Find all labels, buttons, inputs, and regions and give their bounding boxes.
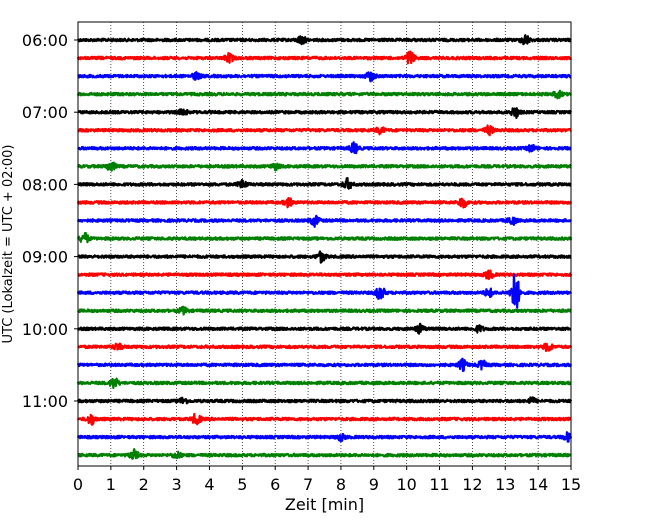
trace-0800: [76, 177, 572, 190]
trace-1045: [76, 377, 572, 389]
trace-0945: [77, 305, 572, 316]
trace-1030: [76, 357, 573, 373]
trace-0615: [76, 50, 573, 65]
trace-0700: [77, 107, 573, 120]
x-tick-label: 6: [270, 475, 280, 494]
x-tick-label: 10: [396, 475, 416, 494]
y-axis-ticks: 06:00 07:00 08:00 09:00 10:00 11:00: [22, 31, 78, 411]
y-tick-label: 10:00: [22, 320, 68, 339]
x-tick-label: 9: [369, 475, 379, 494]
trace-0930: [76, 273, 573, 309]
y-tick-label: 11:00: [22, 392, 68, 411]
trace-0600: [76, 34, 572, 46]
x-tick-label: 1: [106, 475, 116, 494]
trace-1115: [76, 412, 572, 426]
x-tick-label: 2: [139, 475, 149, 494]
grid-lines: [110, 22, 539, 466]
x-tick-label: 14: [528, 475, 548, 494]
x-axis-ticks: 0 1 2 3 4 5 6 7 8 9 10 11 12 13 14 15: [73, 466, 581, 494]
trace-1000: [77, 322, 572, 335]
trace-1145: [77, 448, 572, 460]
x-axis-label: Zeit [min]: [285, 495, 364, 514]
x-tick-label: 3: [172, 475, 182, 494]
y-axis-label: UTC (Lokalzeit = UTC + 02:00): [1, 145, 16, 344]
x-tick-label: 8: [336, 475, 346, 494]
y-tick-label: 09:00: [22, 248, 68, 267]
x-tick-label: 11: [429, 475, 449, 494]
trace-1015: [77, 342, 573, 353]
trace-0900: [76, 250, 572, 264]
x-tick-label: 7: [303, 475, 313, 494]
trace-0645: [76, 89, 572, 100]
trace-0745: [76, 161, 572, 172]
trace-0730: [77, 141, 572, 155]
y-tick-label: 06:00: [22, 31, 68, 50]
trace-0715: [77, 124, 572, 137]
trace-1130: [76, 431, 573, 443]
x-tick-label: 0: [73, 475, 83, 494]
trace-0830: [76, 214, 572, 228]
trace-0915: [77, 269, 573, 281]
seismogram-traces: [76, 34, 573, 460]
trace-0630: [77, 71, 572, 83]
x-tick-label: 5: [237, 475, 247, 494]
x-tick-label: 15: [561, 475, 581, 494]
y-tick-label: 08:00: [22, 175, 68, 194]
x-tick-label: 13: [495, 475, 515, 494]
trace-1100: [76, 396, 573, 405]
trace-0815: [76, 197, 573, 209]
plot-frame: [77, 21, 572, 467]
x-tick-label: 4: [204, 475, 214, 494]
trace-0845: [76, 231, 573, 244]
x-tick-label: 12: [462, 475, 482, 494]
y-tick-label: 07:00: [22, 103, 68, 122]
